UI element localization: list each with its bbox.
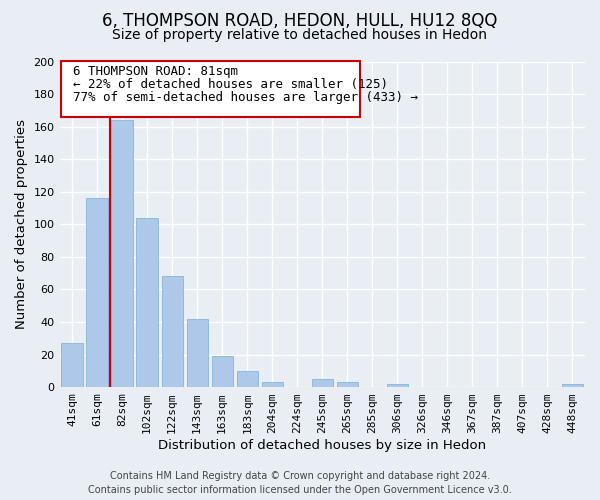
Bar xyxy=(387,384,408,387)
Text: Contains HM Land Registry data © Crown copyright and database right 2024.
Contai: Contains HM Land Registry data © Crown c… xyxy=(88,471,512,495)
Bar xyxy=(161,276,183,387)
Text: 6 THOMPSON ROAD: 81sqm: 6 THOMPSON ROAD: 81sqm xyxy=(73,65,238,78)
Bar xyxy=(187,319,208,387)
Bar xyxy=(562,384,583,387)
Bar xyxy=(262,382,283,387)
Text: 77% of semi-detached houses are larger (433) →: 77% of semi-detached houses are larger (… xyxy=(73,91,418,104)
Bar xyxy=(236,371,258,387)
Bar xyxy=(212,356,233,387)
Y-axis label: Number of detached properties: Number of detached properties xyxy=(15,120,28,330)
Text: Size of property relative to detached houses in Hedon: Size of property relative to detached ho… xyxy=(113,28,487,42)
Bar xyxy=(112,120,133,387)
Bar xyxy=(86,198,108,387)
Bar xyxy=(136,218,158,387)
Bar xyxy=(337,382,358,387)
Bar xyxy=(61,62,360,117)
Text: 6, THOMPSON ROAD, HEDON, HULL, HU12 8QQ: 6, THOMPSON ROAD, HEDON, HULL, HU12 8QQ xyxy=(103,12,497,30)
X-axis label: Distribution of detached houses by size in Hedon: Distribution of detached houses by size … xyxy=(158,440,487,452)
Bar xyxy=(61,343,83,387)
Bar xyxy=(311,379,333,387)
Text: ← 22% of detached houses are smaller (125): ← 22% of detached houses are smaller (12… xyxy=(73,78,388,91)
